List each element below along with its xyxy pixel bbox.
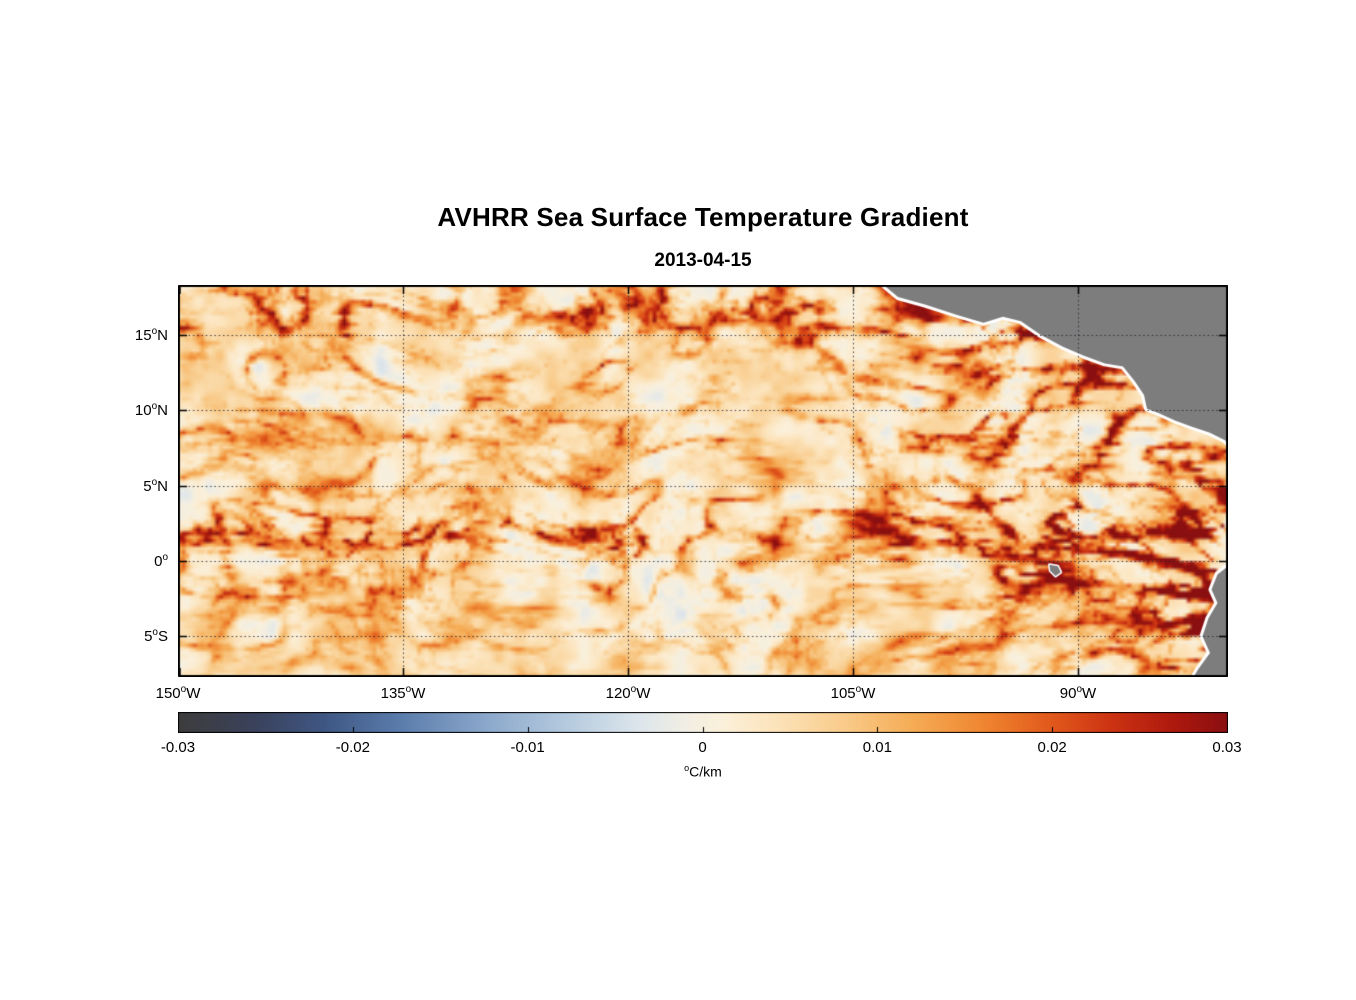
colorbar-unit-label: oC/km (178, 763, 1228, 780)
colorbar-tick-label--0.03: -0.03 (160, 739, 196, 756)
x-tick-label-90W: 90oW (1059, 684, 1097, 702)
y-tick-label-10N: 10oN (134, 401, 168, 420)
x-tick-label-150W: 150oW (155, 684, 201, 702)
y-tick-label-15N: 15oN (134, 325, 168, 344)
colorbar-tick-label--0.01: -0.01 (510, 739, 545, 756)
x-tick-label-135W: 135oW (380, 684, 426, 702)
colorbar-tick-label-0.02: 0.02 (1037, 739, 1067, 756)
figure-title: AVHRR Sea Surface Temperature Gradient (437, 202, 969, 232)
colorbar-tick-label--0.02: -0.02 (335, 739, 370, 756)
colorbar-tick-label-0.01: 0.01 (862, 739, 892, 756)
y-tick-label-0eq: 0o (154, 551, 168, 570)
y-tick-label-5S: 5oS (144, 627, 168, 646)
degree-symbol: o (684, 763, 690, 773)
colorbar-tick-label-0.03: 0.03 (1212, 739, 1242, 756)
colorbar-tick-label-0: 0 (698, 739, 707, 756)
x-tick-label-105W: 105oW (830, 684, 876, 702)
figure-subtitle: 2013-04-15 (654, 250, 752, 271)
unit-text: C/km (689, 763, 722, 780)
colorbar-canvas (178, 712, 1228, 733)
y-tick-label-5N: 5oN (143, 476, 168, 495)
sst-gradient-map-canvas (178, 285, 1228, 677)
x-tick-label-120W: 120oW (605, 684, 651, 702)
